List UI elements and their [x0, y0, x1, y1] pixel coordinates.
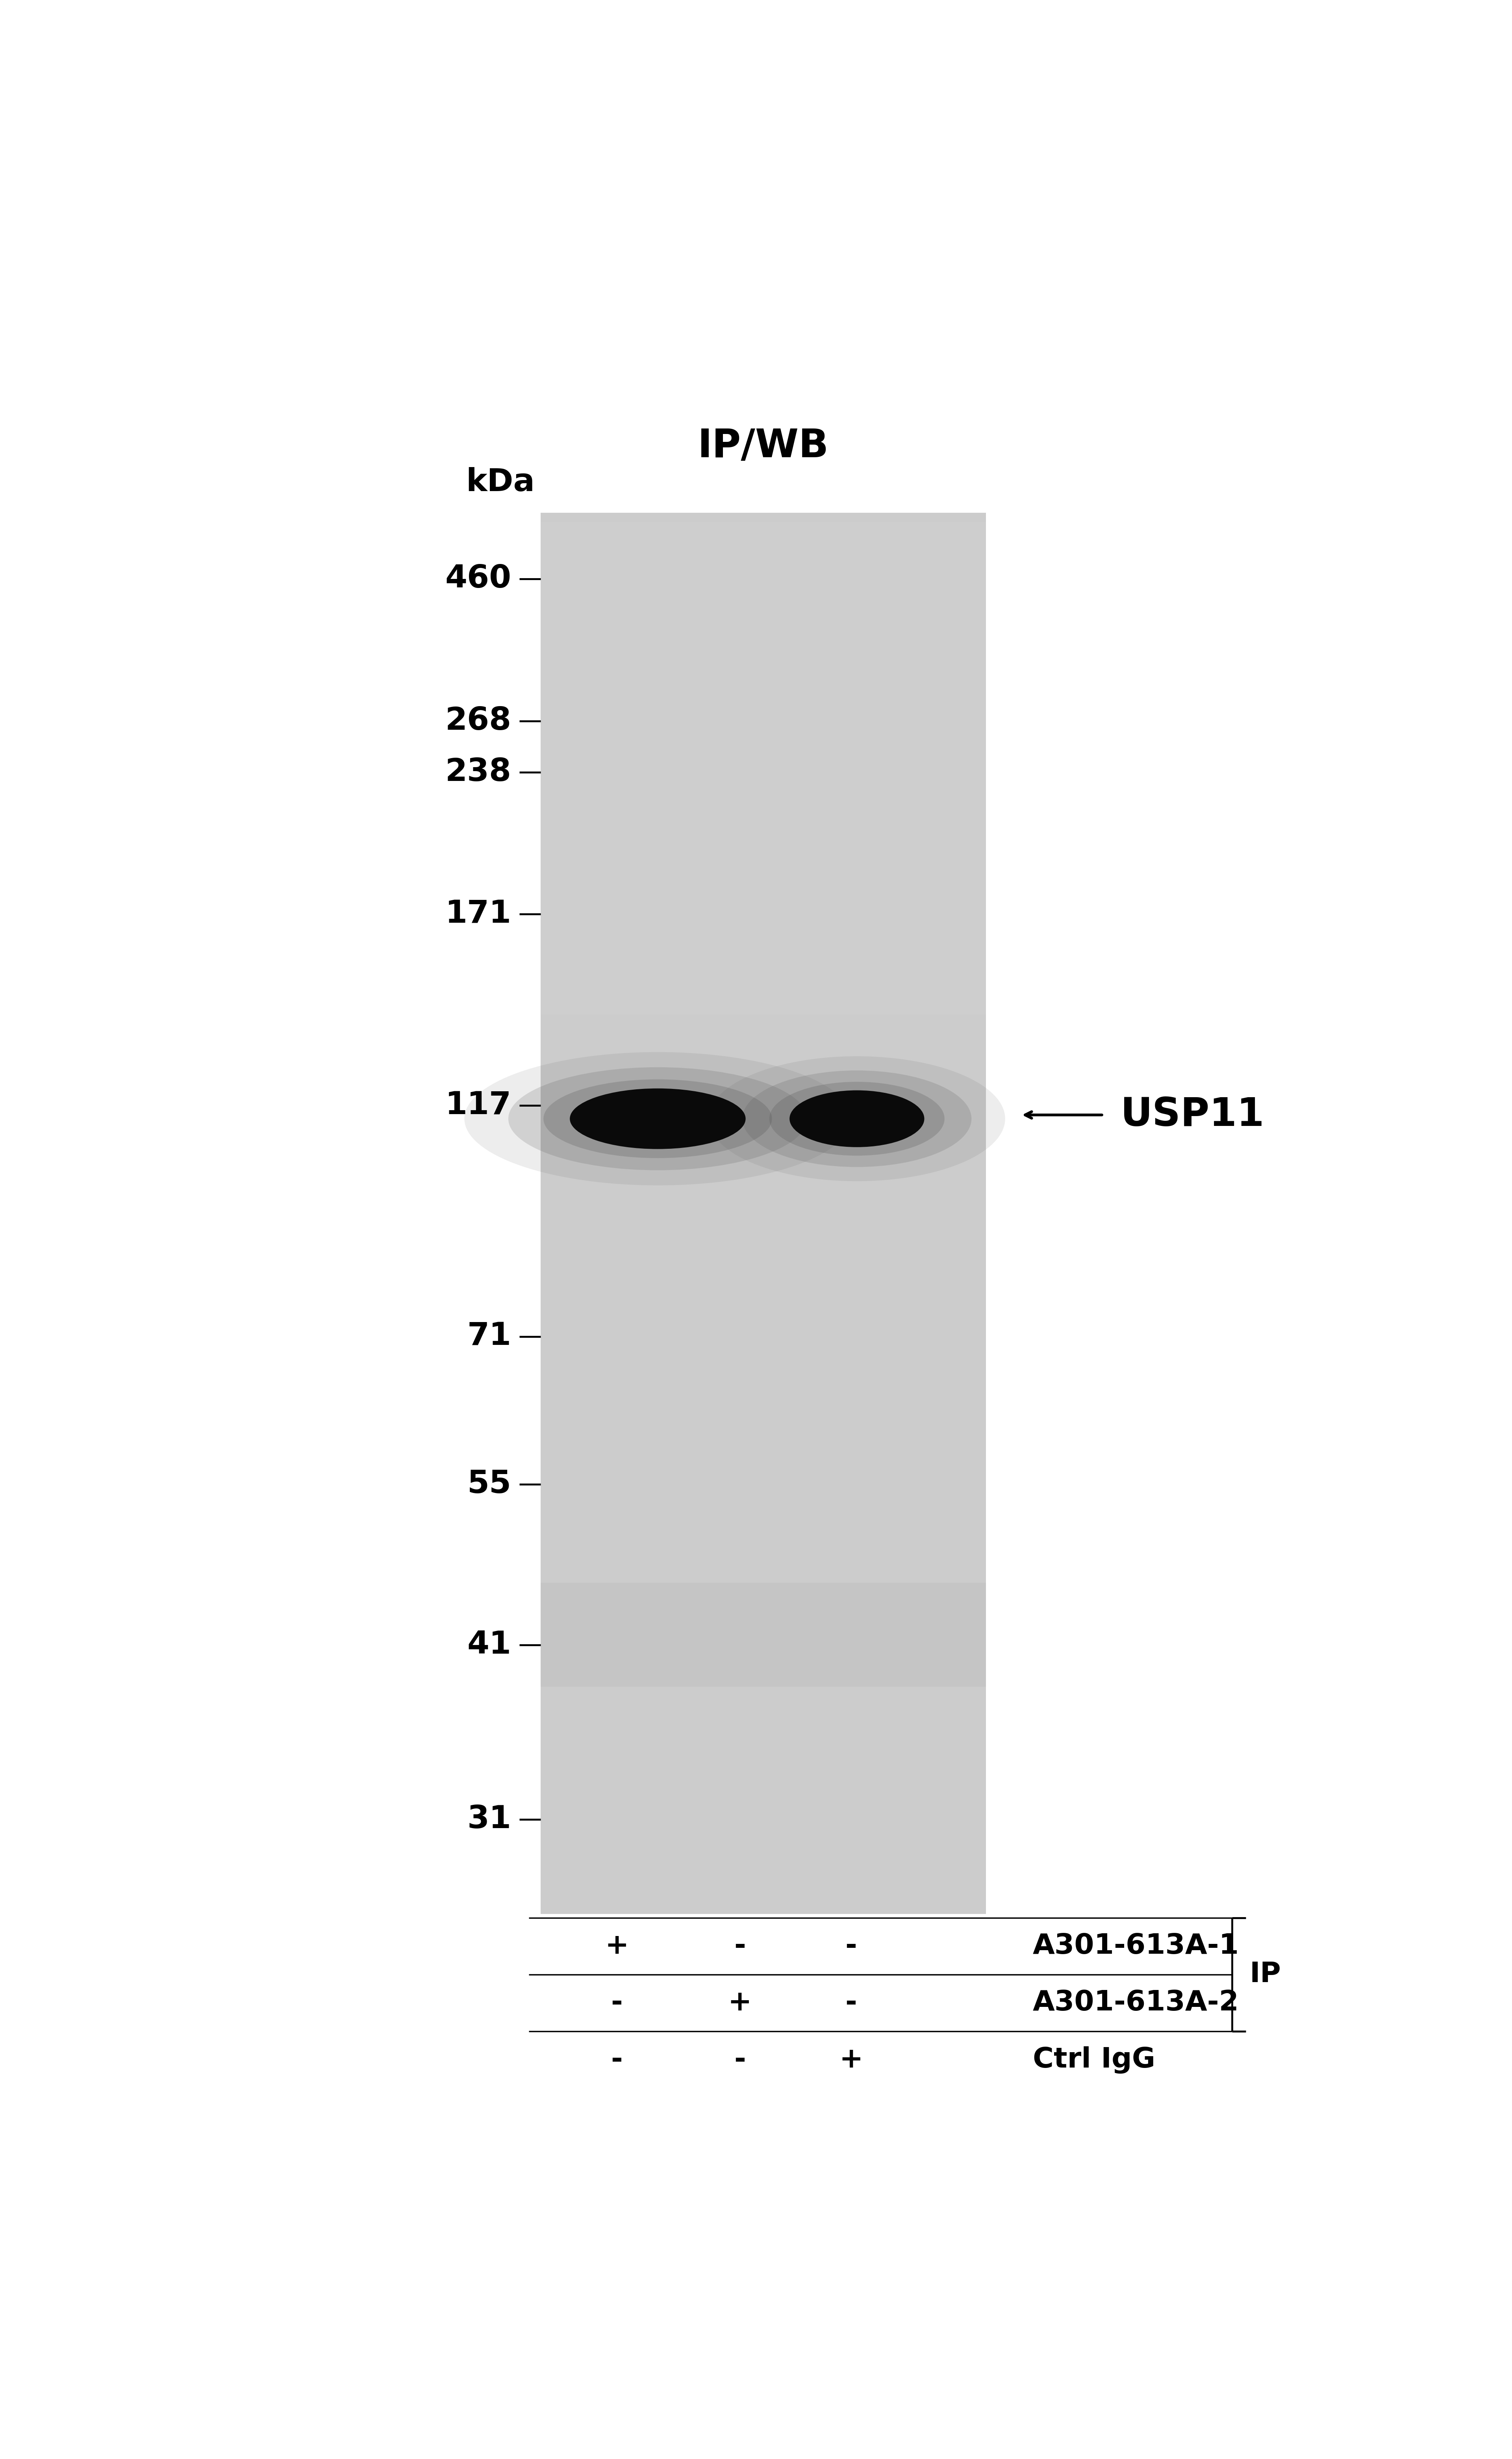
Ellipse shape [742, 1070, 972, 1168]
Text: 460: 460 [445, 563, 511, 595]
Text: A301-613A-2: A301-613A-2 [1033, 1989, 1238, 2016]
Ellipse shape [570, 1089, 745, 1148]
Bar [541, 1584, 986, 1687]
Text: Ctrl IgG: Ctrl IgG [1033, 2046, 1155, 2073]
Text: +: + [605, 1933, 629, 1960]
Text: 238: 238 [445, 757, 511, 787]
Bar [541, 521, 986, 1016]
Text: -: - [733, 1933, 745, 1960]
Ellipse shape [543, 1080, 773, 1158]
Text: -: - [733, 2046, 745, 2073]
Ellipse shape [464, 1052, 851, 1185]
Text: kDa: kDa [466, 467, 535, 497]
Text: USP11: USP11 [1120, 1097, 1264, 1134]
Text: 171: 171 [445, 900, 511, 930]
Text: 117: 117 [445, 1089, 511, 1121]
Text: 55: 55 [467, 1468, 511, 1500]
Ellipse shape [770, 1082, 945, 1156]
Text: IP: IP [1249, 1960, 1281, 1989]
Text: +: + [839, 2046, 863, 2073]
Ellipse shape [709, 1057, 1005, 1180]
Text: A301-613A-1: A301-613A-1 [1033, 1933, 1238, 1960]
Text: 31: 31 [467, 1805, 511, 1834]
Text: IP/WB: IP/WB [697, 428, 829, 465]
Ellipse shape [508, 1067, 807, 1170]
Text: 268: 268 [445, 706, 511, 735]
Text: -: - [845, 1933, 857, 1960]
Text: 71: 71 [467, 1320, 511, 1352]
Bar [541, 514, 986, 1913]
Text: -: - [845, 1989, 857, 2016]
Text: +: + [727, 1989, 751, 2016]
Text: -: - [611, 1989, 623, 2016]
Text: 41: 41 [467, 1630, 511, 1660]
Ellipse shape [789, 1089, 924, 1148]
Text: -: - [611, 2046, 623, 2073]
